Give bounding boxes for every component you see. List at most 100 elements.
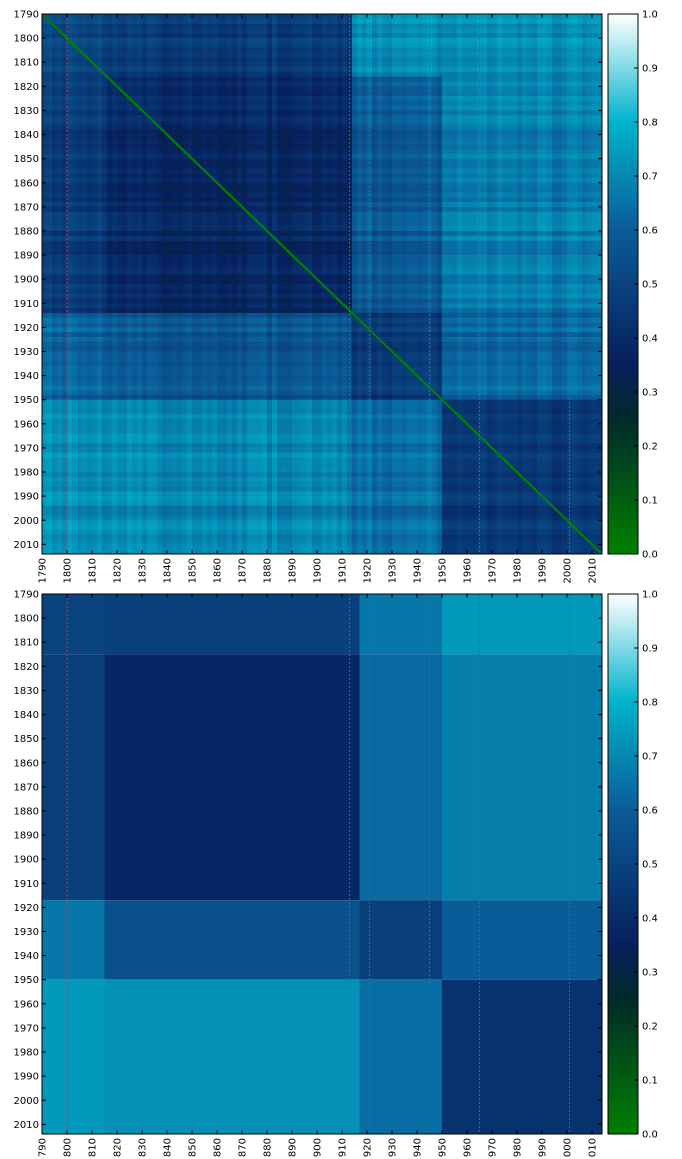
heatmap-cell [347, 182, 353, 188]
heatmap-cell [82, 47, 88, 53]
heatmap-cell [587, 177, 593, 184]
heatmap-cell [62, 187, 68, 193]
heatmap-cell [227, 110, 233, 116]
heatmap-cell [502, 134, 508, 140]
heatmap-cell [397, 124, 403, 131]
heatmap-cell [62, 202, 68, 208]
heatmap-cell [192, 202, 198, 208]
heatmap-cell [297, 67, 303, 73]
heatmap-cell [252, 211, 258, 217]
heatmap-cell [157, 76, 163, 82]
heatmap-cell [482, 144, 488, 150]
heatmap-cell [452, 139, 458, 145]
heatmap-cell [192, 67, 198, 73]
heatmap-cell [197, 57, 203, 63]
heatmap-cell [357, 124, 363, 131]
heatmap-cell [332, 177, 338, 184]
heatmap-cell [227, 177, 233, 184]
heatmap-cell [447, 120, 453, 126]
heatmap-cell [77, 28, 83, 34]
heatmap-cell [527, 57, 533, 63]
heatmap-cell [372, 216, 378, 222]
heatmap-cell [47, 86, 53, 92]
heatmap-cell [202, 211, 208, 217]
heatmap-cell [282, 91, 288, 97]
heatmap-cell [97, 120, 103, 126]
heatmap-cell [412, 202, 418, 208]
heatmap-cell [417, 221, 423, 227]
heatmap-cell [482, 187, 488, 193]
heatmap-cell [362, 86, 368, 92]
heatmap-cell [432, 110, 438, 116]
heatmap-cell [97, 115, 103, 121]
heatmap-cell [332, 100, 338, 106]
heatmap-cell [302, 67, 308, 73]
heatmap-cell [457, 216, 463, 222]
heatmap-cell [472, 23, 478, 29]
heatmap-cell [182, 100, 188, 106]
heatmap-cell [337, 124, 343, 131]
heatmap-cell [47, 158, 53, 164]
heatmap-cell [387, 202, 393, 208]
heatmap-cell [597, 168, 603, 174]
heatmap-cell [342, 47, 348, 53]
heatmap-cell [432, 52, 438, 58]
heatmap-cell [342, 216, 348, 222]
heatmap-cell [72, 197, 78, 203]
heatmap-cell [217, 153, 223, 159]
heatmap-cell [92, 100, 98, 106]
heatmap-cell [522, 163, 528, 169]
heatmap-cell [167, 23, 173, 29]
heatmap-cell [517, 177, 523, 184]
heatmap-cell [322, 144, 328, 150]
heatmap-cell [502, 42, 508, 49]
heatmap-cell [212, 120, 218, 126]
heatmap-cell [437, 38, 443, 44]
heatmap-cell [352, 120, 358, 126]
heatmap-cell [377, 144, 383, 150]
heatmap-cell [422, 187, 428, 193]
heatmap-cell [277, 95, 283, 102]
heatmap-cell [442, 110, 448, 116]
heatmap-cell [257, 57, 263, 63]
heatmap-cell [72, 163, 78, 169]
heatmap-cell [97, 144, 103, 150]
heatmap-cell [227, 216, 233, 222]
heatmap-cell [387, 67, 393, 73]
heatmap-cell [227, 33, 233, 39]
heatmap-cell [272, 14, 278, 20]
heatmap-cell [432, 144, 438, 150]
heatmap-cell [477, 105, 483, 111]
heatmap-cell [97, 110, 103, 116]
heatmap-cell [382, 211, 388, 217]
heatmap-cell [367, 206, 373, 212]
heatmap-cell [452, 115, 458, 121]
heatmap-cell [222, 67, 228, 73]
heatmap-cell [272, 62, 278, 68]
heatmap-cell [532, 71, 538, 77]
heatmap-cell [97, 158, 103, 164]
heatmap-cell [137, 62, 143, 68]
heatmap-cell [462, 192, 468, 198]
heatmap-cell [92, 168, 98, 174]
heatmap-cell [527, 202, 533, 208]
heatmap-cell [282, 38, 288, 44]
heatmap-cell [187, 18, 193, 24]
heatmap-cell [522, 216, 528, 222]
heatmap-cell [457, 158, 463, 164]
heatmap-cell [137, 95, 143, 102]
heatmap-cell [272, 163, 278, 169]
heatmap-cell [332, 67, 338, 73]
heatmap-cell [117, 52, 123, 58]
heatmap-cell [122, 100, 128, 106]
heatmap-cell [477, 115, 483, 121]
heatmap-cell [227, 129, 233, 135]
heatmap-cell [257, 187, 263, 193]
heatmap-cell [572, 163, 578, 169]
heatmap-cell [227, 105, 233, 111]
heatmap-cell [172, 100, 178, 106]
heatmap-cell [462, 182, 468, 188]
heatmap-cell [292, 177, 298, 184]
heatmap-cell [212, 71, 218, 77]
heatmap-cell [537, 62, 543, 68]
